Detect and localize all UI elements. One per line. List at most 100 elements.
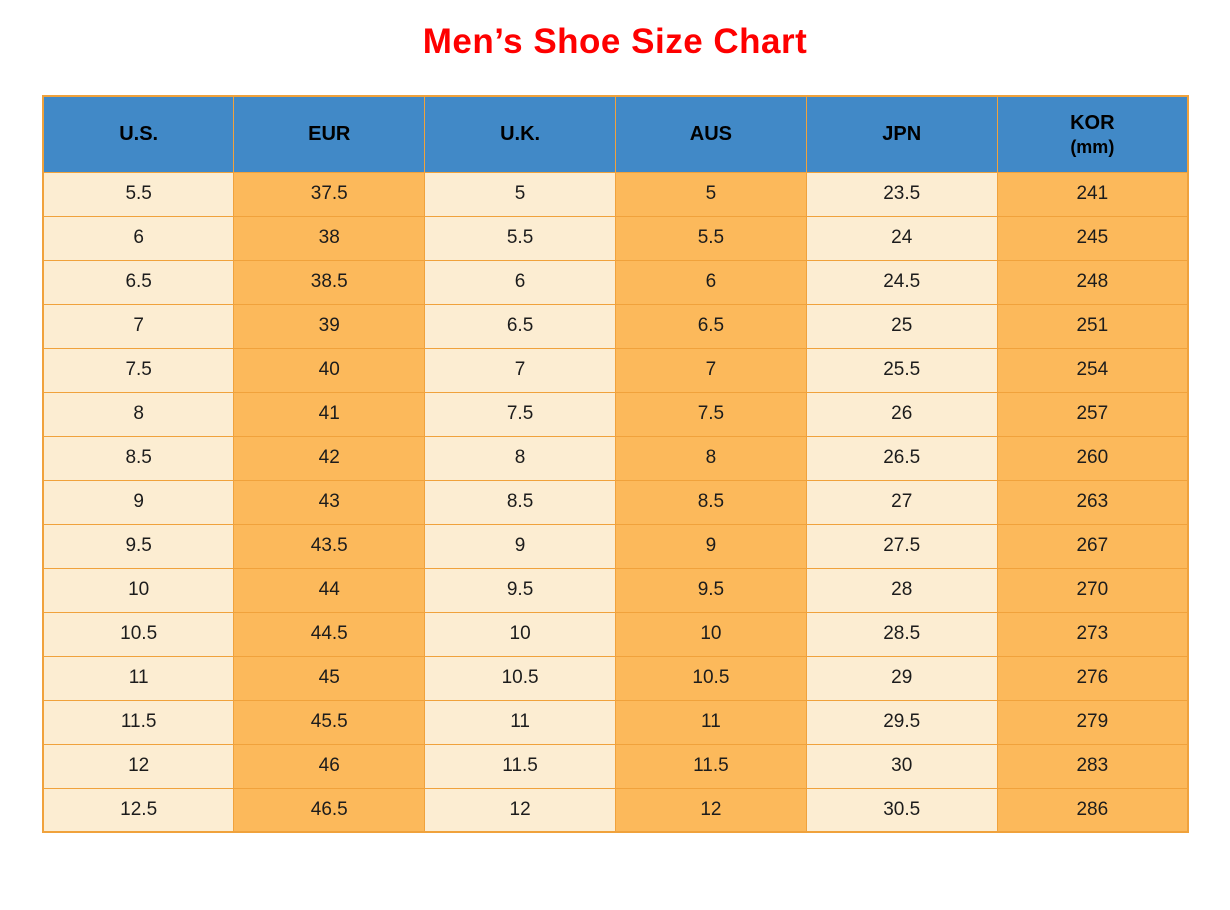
- size-cell: 12.5: [42, 787, 235, 833]
- size-cell: 29.5: [805, 699, 998, 745]
- size-cell: 6: [614, 259, 807, 305]
- size-cell: 5.5: [42, 171, 235, 217]
- column-header-us: U.S.: [42, 95, 235, 173]
- size-cell: 25: [805, 303, 998, 349]
- size-cell: 9: [614, 523, 807, 569]
- size-cell: 38: [233, 215, 426, 261]
- size-cell: 279: [996, 699, 1189, 745]
- size-cell: 6: [42, 215, 235, 261]
- column-header-label: U.S.: [119, 122, 159, 145]
- size-cell: 7.5: [614, 391, 807, 437]
- column-header-label: EUR: [308, 122, 351, 145]
- size-cell: 254: [996, 347, 1189, 393]
- size-cell: 276: [996, 655, 1189, 701]
- size-cell: 26: [805, 391, 998, 437]
- size-cell: 25.5: [805, 347, 998, 393]
- size-cell: 29: [805, 655, 998, 701]
- size-cell: 46: [233, 743, 426, 789]
- table-row: 10.5 44.5 10 10 28.5 273: [42, 611, 1189, 657]
- size-cell: 30: [805, 743, 998, 789]
- size-cell: 7.5: [42, 347, 235, 393]
- size-cell: 40: [233, 347, 426, 393]
- table-body: 5.5 37.5 5 5 23.5 241 6 38 5.5 5.5 24 245 6.5 38.5 6 6 2…: [42, 171, 1189, 833]
- size-cell: 267: [996, 523, 1189, 569]
- size-cell: 260: [996, 435, 1189, 481]
- size-cell: 7.5: [424, 391, 616, 437]
- column-header-sub: unit: (mm): [1070, 136, 1115, 157]
- table-row: 8 41 7.5 7.5 26 257: [42, 391, 1189, 437]
- header-row: U.S. EUR U.K. AUS JPN KOR (mm): [42, 95, 1189, 173]
- size-cell: 24.5: [805, 259, 998, 305]
- column-header-jpn: JPN: [805, 95, 998, 173]
- table-row: 9 43 8.5 8.5 27 263: [42, 479, 1189, 525]
- table-row: 10 44 9.5 9.5 28 270: [42, 567, 1189, 613]
- size-cell: 11: [424, 699, 616, 745]
- column-header-label: AUS: [689, 122, 733, 145]
- column-header-kor: KOR (mm): [996, 95, 1189, 173]
- size-cell: 27.5: [805, 523, 998, 569]
- size-cell: 9.5: [42, 523, 235, 569]
- table-header: U.S. EUR U.K. AUS JPN KOR (mm): [42, 95, 1189, 173]
- table-row: 12 46 11.5 11.5 30 283: [42, 743, 1189, 789]
- size-cell: 41: [233, 391, 426, 437]
- size-cell: 44: [233, 567, 426, 613]
- page-title: Men’s Shoe Size Chart: [422, 22, 808, 61]
- shoe-size-table: U.S. EUR U.K. AUS JPN KOR (mm) 5.5 37.5 5 5 23.5 24…: [42, 95, 1189, 833]
- table-row: 6 38 5.5 5.5 24 245: [42, 215, 1189, 261]
- size-cell: 257: [996, 391, 1189, 437]
- size-cell: 245: [996, 215, 1189, 261]
- size-cell: 10: [42, 567, 235, 613]
- size-cell: 7: [424, 347, 616, 393]
- size-cell: 9.5: [614, 567, 807, 613]
- size-cell: 10.5: [424, 655, 616, 701]
- size-cell: 23.5: [805, 171, 998, 217]
- size-cell: 8: [424, 435, 616, 481]
- column-header-eur: EUR: [233, 95, 426, 173]
- size-cell: 27: [805, 479, 998, 525]
- size-cell: 10: [614, 611, 807, 657]
- table-row: 7 39 6.5 6.5 25 251: [42, 303, 1189, 349]
- size-cell: 241: [996, 171, 1189, 217]
- size-cell: 12: [614, 787, 807, 833]
- size-cell: 28.5: [805, 611, 998, 657]
- size-cell: 8: [614, 435, 807, 481]
- size-cell: 11.5: [424, 743, 616, 789]
- size-cell: 6.5: [614, 303, 807, 349]
- size-cell: 251: [996, 303, 1189, 349]
- size-cell: 46.5: [233, 787, 426, 833]
- size-cell: 263: [996, 479, 1189, 525]
- size-cell: 38.5: [233, 259, 426, 305]
- size-cell: 286: [996, 787, 1189, 833]
- table-row: 6.5 38.5 6 6 24.5 248: [42, 259, 1189, 305]
- size-cell: 44.5: [233, 611, 426, 657]
- size-cell: 42: [233, 435, 426, 481]
- table-row: 12.5 46.5 12 12 30.5 286: [42, 787, 1189, 833]
- size-cell: 8.5: [614, 479, 807, 525]
- size-cell: 11.5: [42, 699, 235, 745]
- size-cell: 7: [42, 303, 235, 349]
- table-row: 7.5 40 7 7 25.5 254: [42, 347, 1189, 393]
- size-cell: 24: [805, 215, 998, 261]
- table-row: 11 45 10.5 10.5 29 276: [42, 655, 1189, 701]
- size-cell: 28: [805, 567, 998, 613]
- size-cell: 9: [424, 523, 616, 569]
- table-row: 11.5 45.5 11 11 29.5 279: [42, 699, 1189, 745]
- size-cell: 39: [233, 303, 426, 349]
- column-header-label: U.K.: [500, 122, 541, 145]
- size-cell: 270: [996, 567, 1189, 613]
- column-header-label: JPN: [882, 122, 922, 145]
- size-cell: 248: [996, 259, 1189, 305]
- column-header-aus: AUS: [614, 95, 807, 173]
- table-row: 5.5 37.5 5 5 23.5 241: [42, 171, 1189, 217]
- size-cell: 45.5: [233, 699, 426, 745]
- size-cell: 10.5: [614, 655, 807, 701]
- size-cell: 5: [614, 171, 807, 217]
- size-cell: 8.5: [42, 435, 235, 481]
- size-cell: 6: [424, 259, 616, 305]
- size-cell: 26.5: [805, 435, 998, 481]
- size-cell: 10: [424, 611, 616, 657]
- size-cell: 43.5: [233, 523, 426, 569]
- size-cell: 6.5: [42, 259, 235, 305]
- size-cell: 11: [614, 699, 807, 745]
- size-cell: 6.5: [424, 303, 616, 349]
